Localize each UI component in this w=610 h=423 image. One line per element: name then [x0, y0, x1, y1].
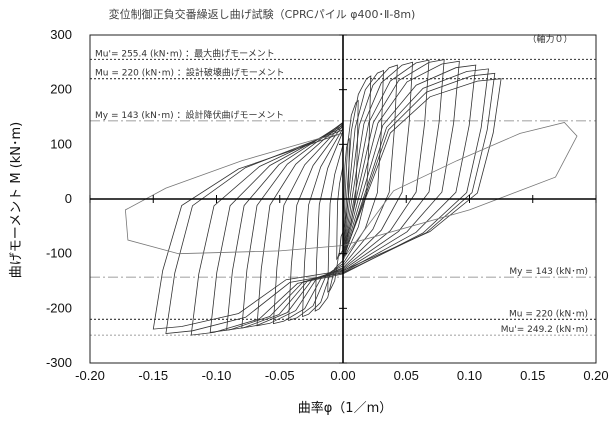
x-tick-label: 0.15 — [520, 368, 545, 383]
reference-line-label: Mu'= 249.2 (kN･m) — [501, 325, 588, 335]
hysteresis-loop — [190, 68, 489, 336]
y-axis-label: 曲げモーメント M (kN･m) — [9, 122, 24, 279]
y-tick-label: -200 — [46, 300, 72, 315]
x-tick-label: -0.10 — [202, 368, 232, 383]
reference-line-label: My = 143 (kN･m) — [509, 267, 588, 277]
y-tick-label: 300 — [50, 27, 72, 42]
y-tick-label: 200 — [50, 82, 72, 97]
x-tick-label: -0.05 — [265, 368, 295, 383]
y-tick-label: -300 — [46, 355, 72, 370]
reference-lines: Mu'= 255.4 (kN･m) ：最大曲げモーメント Mu = 220 (kN… — [90, 47, 596, 336]
x-tick-label: 0.10 — [457, 368, 482, 383]
x-tick-label: 0.00 — [330, 368, 355, 383]
x-tick-label: -0.20 — [75, 368, 105, 383]
chart-title: 変位制御正負交番繰返し曲げ試験（CPRCパイル φ400･Ⅱ-8m) — [109, 7, 416, 21]
reference-line-label: Mu'= 255.4 (kN･m) ：最大曲げモーメント — [95, 47, 275, 59]
y-tick-label: -100 — [46, 246, 72, 261]
axial-force-label: （軸力０） — [527, 33, 572, 45]
axes — [89, 34, 597, 364]
y-tick-label: 100 — [50, 136, 72, 151]
x-axis-label: 曲率φ（1／m） — [298, 400, 393, 416]
x-tick-label: 0.20 — [583, 368, 608, 383]
reference-line-label: Mu = 220 (kN･m) ：設計破壊曲げモーメント — [95, 67, 285, 79]
tick-labels: -0.20 -0.15 -0.10 -0.05 0.00 0.05 0.10 0.15 0.20… — [46, 27, 609, 383]
reference-line-label: My = 143 (kN･m) ：設計降伏曲げモーメント — [95, 109, 284, 121]
x-tick-label: 0.05 — [394, 368, 419, 383]
reference-line-label: Mu = 220 (kN･m) — [509, 309, 588, 319]
hysteresis-curves — [124, 59, 578, 336]
x-tick-label: -0.15 — [138, 368, 168, 383]
y-tick-label: 0 — [65, 191, 72, 206]
